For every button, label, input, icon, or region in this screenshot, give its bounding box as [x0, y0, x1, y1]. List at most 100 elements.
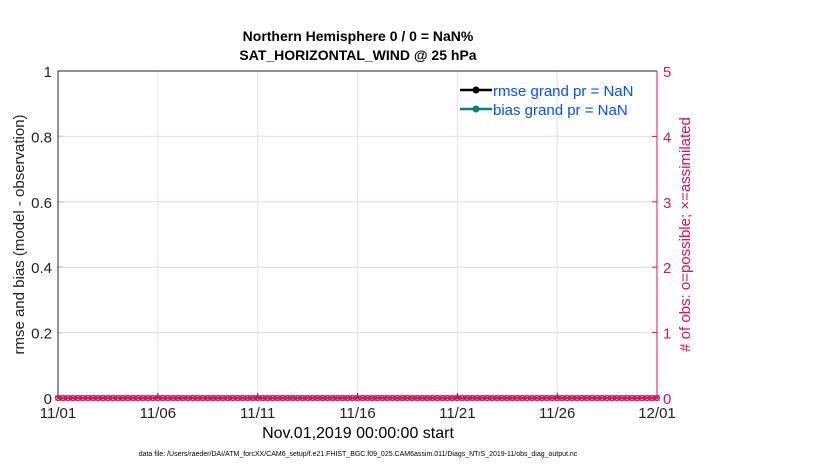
y-right-tick-label: 0: [663, 391, 671, 408]
obs-assimilated-marker: [349, 395, 356, 401]
obs-assimilated-marker: [214, 395, 221, 401]
obs-assimilated-marker: [554, 395, 561, 401]
obs-assimilated-marker: [429, 395, 436, 401]
obs-assimilated-marker: [279, 395, 286, 401]
obs-assimilated-marker: [494, 395, 501, 401]
obs-assimilated-marker: [624, 395, 630, 401]
obs-assimilated-marker: [534, 395, 541, 401]
obs-assimilated-marker: [129, 395, 136, 401]
obs-assimilated-marker: [569, 395, 576, 401]
legend-marker: [472, 105, 480, 113]
obs-assimilated-marker: [514, 395, 521, 401]
obs-assimilated-marker: [524, 395, 531, 401]
obs-assimilated-marker: [579, 395, 586, 401]
obs-assimilated-marker: [269, 395, 276, 401]
obs-assimilated-marker: [394, 395, 401, 401]
obs-assimilated-marker: [654, 395, 660, 401]
obs-assimilated-marker: [124, 395, 131, 401]
obs-assimilated-marker: [544, 395, 551, 401]
obs-assimilated-marker: [90, 395, 96, 401]
y-right-tick-label: 2: [663, 260, 671, 277]
obs-assimilated-marker: [189, 395, 196, 401]
x-axis-label: Nov.01,2019 00:00:00 start: [262, 425, 454, 442]
obs-assimilated-marker: [364, 395, 371, 401]
x-tick-label: 11/11: [240, 405, 275, 422]
obs-assimilated-marker: [244, 395, 251, 401]
obs-assimilated-marker: [75, 395, 81, 401]
obs-assimilated-marker: [239, 395, 246, 401]
obs-assimilated-marker: [509, 395, 516, 401]
y-left-tick-label: 0.6: [31, 195, 52, 212]
obs-assimilated-marker: [474, 395, 481, 401]
obs-assimilated-marker: [584, 395, 591, 401]
y-right-tick-label: 3: [663, 195, 671, 212]
obs-assimilated-marker: [169, 395, 176, 401]
obs-assimilated-marker: [614, 395, 620, 401]
obs-assimilated-marker: [594, 395, 601, 401]
obs-assimilated-marker: [599, 395, 606, 401]
obs-assimilated-marker: [164, 395, 171, 401]
obs-assimilated-marker: [109, 395, 116, 401]
obs-assimilated-marker: [519, 395, 526, 401]
y-right-tick-label: 1: [663, 326, 671, 343]
y-left-tick-label: 0.2: [31, 326, 52, 343]
obs-assimilated-marker: [149, 395, 156, 401]
obs-assimilated-marker: [284, 395, 291, 401]
obs-assimilated-marker: [374, 395, 381, 401]
x-tick-label: 11/16: [339, 405, 375, 422]
obs-assimilated-marker: [339, 395, 346, 401]
obs-assimilated-marker: [309, 395, 316, 401]
obs-assimilated-marker: [249, 395, 256, 401]
obs-assimilated-marker: [234, 395, 241, 401]
obs-assimilated-marker: [184, 395, 191, 401]
obs-assimilated-marker: [619, 395, 625, 401]
obs-assimilated-marker: [629, 395, 635, 401]
obs-assimilated-marker: [389, 395, 396, 401]
obs-assimilated-marker: [95, 395, 101, 401]
obs-assimilated-marker: [319, 395, 326, 401]
obs-assimilated-marker: [359, 395, 366, 401]
obs-assimilated-marker: [384, 395, 391, 401]
obs-assimilated-marker: [324, 395, 331, 401]
obs-assimilated-marker: [174, 395, 181, 401]
obs-assimilated-marker: [404, 395, 411, 401]
obs-assimilated-marker: [65, 395, 71, 401]
obs-assimilated-marker: [100, 395, 106, 401]
obs-assimilated-marker: [414, 395, 421, 401]
obs-assimilated-marker: [424, 395, 431, 401]
chart-title-line2: SAT_HORIZONTAL_WIND @ 25 hPa: [239, 47, 477, 63]
obs-assimilated-marker: [549, 395, 556, 401]
x-tick-label: 11/06: [140, 405, 176, 422]
obs-assimilated-marker: [484, 395, 491, 401]
obs-assimilated-marker: [55, 395, 61, 401]
obs-assimilated-marker: [179, 395, 186, 401]
obs-assimilated-marker: [104, 395, 111, 401]
obs-assimilated-marker: [539, 395, 546, 401]
y-right-label: # of obs: o=possible; ×=assimilated: [677, 117, 694, 352]
obs-assimilated-marker: [119, 395, 126, 401]
obs-assimilated-marker: [489, 395, 496, 401]
obs-assimilated-marker: [134, 395, 141, 401]
obs-assimilated-marker: [194, 395, 201, 401]
obs-assimilated-marker: [144, 395, 151, 401]
obs-assimilated-marker: [139, 395, 146, 401]
obs-assimilated-marker: [454, 395, 461, 401]
obs-possible-marker: [653, 394, 661, 402]
obs-assimilated-marker: [70, 395, 76, 401]
obs-assimilated-marker: [329, 395, 336, 401]
obs-assimilated-marker: [459, 395, 466, 401]
obs-assimilated-marker: [159, 395, 166, 401]
obs-assimilated-marker: [634, 395, 640, 401]
legend-entry: rmse grand pr = NaN: [493, 83, 633, 100]
obs-assimilated-marker: [604, 395, 611, 401]
obs-assimilated-marker: [80, 395, 86, 401]
obs-assimilated-marker: [219, 395, 226, 401]
data-file-note: data file: /Users/raeder/DAI/ATM_forcXX/…: [138, 451, 578, 458]
obs-assimilated-marker: [209, 395, 216, 401]
obs-assimilated-marker: [289, 395, 296, 401]
obs-assimilated-marker: [314, 395, 321, 401]
obs-assimilated-marker: [574, 395, 581, 401]
obs-assimilated-marker: [60, 395, 66, 401]
